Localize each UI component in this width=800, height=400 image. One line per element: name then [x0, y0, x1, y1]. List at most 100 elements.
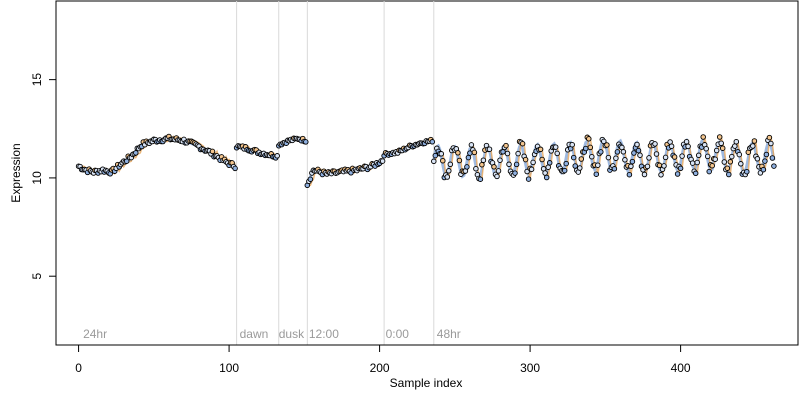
data-point-313 — [546, 160, 553, 166]
data-point-236 — [431, 158, 437, 165]
x-axis: 0 100 200 300 400 — [75, 344, 691, 375]
data-point-279 — [495, 168, 502, 174]
data-point-408 — [689, 160, 696, 166]
data-point-351 — [604, 142, 610, 148]
data-point-317 — [552, 144, 559, 150]
y-tick-label-1: 10 — [30, 171, 44, 185]
data-point-323 — [561, 167, 568, 174]
data-point-276 — [491, 164, 497, 170]
data-point-286 — [506, 161, 512, 168]
data-point-423 — [712, 156, 718, 162]
data-point-390 — [662, 154, 669, 161]
data-point-362 — [620, 149, 627, 155]
data-point-237 — [432, 152, 439, 159]
data-point-379 — [646, 155, 652, 161]
data-point-440 — [738, 161, 744, 167]
data-point-369 — [631, 150, 637, 156]
data-point-261 — [468, 142, 475, 148]
data-point-258 — [464, 164, 470, 170]
data-point-411 — [694, 159, 700, 166]
data-point-384 — [653, 151, 660, 157]
data-point-363 — [622, 157, 628, 163]
data-point-132 — [274, 153, 280, 159]
data-point-410 — [692, 170, 699, 177]
data-point-241 — [438, 151, 445, 157]
data-point-301 — [528, 166, 535, 173]
data-point-460 — [768, 140, 774, 147]
y-tick-label-0: 5 — [30, 273, 44, 280]
region-label-2: dusk — [279, 327, 305, 341]
region-label-1: dawn — [240, 327, 269, 341]
data-point-324 — [563, 160, 569, 167]
data-point-448 — [750, 143, 756, 149]
data-point-421 — [709, 162, 715, 169]
data-point-278 — [494, 173, 500, 180]
data-point-434 — [729, 153, 735, 160]
data-point-371 — [634, 141, 640, 148]
data-point-38 — [133, 150, 139, 156]
x-tick-label-0: 0 — [75, 361, 82, 375]
data-point-154 — [307, 176, 314, 182]
data-point-372 — [635, 147, 642, 154]
data-point-352 — [605, 154, 612, 161]
data-point-373 — [637, 152, 643, 158]
data-point-252 — [455, 150, 461, 156]
data-point-412 — [695, 152, 702, 159]
data-point-329 — [570, 154, 577, 161]
data-point-311 — [543, 174, 550, 181]
data-point-202 — [379, 158, 386, 164]
data-point-386 — [656, 162, 663, 169]
data-point-378 — [644, 163, 651, 170]
data-point-455 — [760, 166, 767, 173]
data-point-368 — [629, 158, 636, 165]
data-point-285 — [504, 150, 511, 157]
data-point-245 — [444, 174, 451, 180]
x-tick-label-3: 300 — [520, 361, 540, 375]
x-tick-label-2: 200 — [370, 361, 390, 375]
data-point-328 — [569, 141, 575, 148]
x-axis-title: Sample index — [390, 376, 463, 390]
data-point-453 — [757, 170, 764, 176]
data-point-394 — [668, 143, 675, 149]
data-point-418 — [704, 153, 711, 160]
data-point-264 — [473, 165, 479, 172]
data-point-290 — [512, 170, 518, 176]
data-point-89 — [209, 148, 216, 155]
data-point-235 — [429, 139, 436, 145]
x-tick-label-4: 400 — [671, 361, 691, 375]
data-point-404 — [683, 138, 690, 145]
region-label-5: 48hr — [437, 327, 461, 341]
data-point-292 — [515, 150, 521, 157]
data-point-401 — [679, 153, 685, 159]
data-point-426 — [716, 134, 723, 140]
data-point-282 — [500, 149, 506, 155]
data-point-417 — [703, 145, 709, 152]
data-point-461 — [769, 155, 776, 161]
data-point-334 — [578, 156, 585, 162]
region-label-0: 24hr — [83, 327, 107, 341]
data-point-376 — [641, 171, 648, 178]
data-point-431 — [724, 165, 731, 171]
data-point-337 — [583, 145, 589, 152]
data-point-456 — [762, 158, 768, 164]
data-point-415 — [700, 134, 706, 140]
data-point-253 — [456, 157, 463, 164]
data-point-432 — [726, 171, 732, 178]
plot-frame — [55, 0, 799, 346]
data-point-383 — [652, 141, 658, 147]
data-point-242 — [440, 157, 446, 164]
data-point-358 — [614, 149, 621, 155]
data-point-295 — [519, 140, 526, 147]
data-point-367 — [628, 163, 634, 170]
data-point-32 — [123, 158, 130, 164]
data-point-424 — [713, 147, 720, 154]
data-point-340 — [587, 144, 594, 151]
data-points — [75, 133, 777, 189]
data-point-267 — [477, 176, 484, 182]
data-point-357 — [613, 155, 619, 161]
data-point-439 — [736, 151, 743, 158]
data-point-299 — [525, 176, 532, 182]
data-point-428 — [719, 145, 726, 151]
data-point-273 — [486, 146, 493, 152]
data-point-291 — [513, 161, 520, 168]
